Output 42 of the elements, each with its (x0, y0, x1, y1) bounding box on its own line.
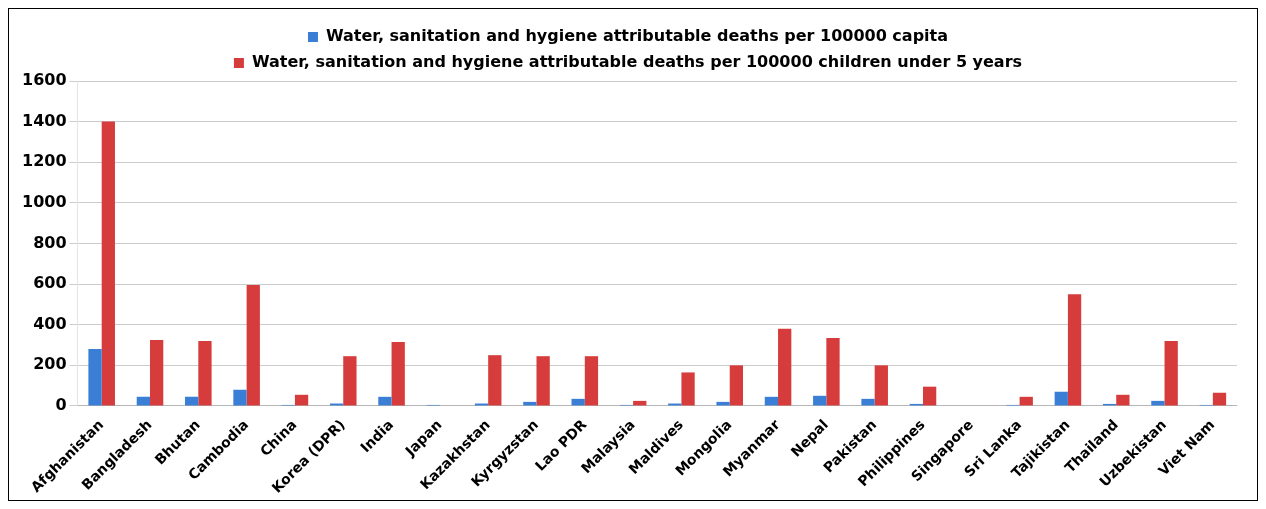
bar (584, 356, 599, 406)
y-tick-label: 800 (33, 232, 67, 252)
bar (1067, 294, 1082, 406)
bar (294, 394, 309, 406)
y-tick-label: 1400 (22, 110, 67, 130)
y-tick-label: 1200 (22, 151, 67, 171)
bar (826, 337, 840, 406)
bar (1151, 400, 1165, 406)
bar (922, 386, 937, 406)
bar (681, 372, 695, 406)
bar (136, 396, 150, 406)
bar (378, 396, 392, 406)
legend-label: Water, sanitation and hygiene attributable deaths per 100000 capita (325, 26, 949, 46)
bar (246, 285, 260, 406)
bar (150, 339, 164, 406)
bar (1212, 392, 1227, 406)
bar (488, 355, 502, 406)
bar (729, 365, 744, 406)
bar (101, 121, 115, 406)
bar (1019, 396, 1033, 406)
bar (1116, 394, 1130, 406)
bar (391, 341, 405, 406)
bar (343, 356, 357, 406)
bar (88, 349, 102, 406)
bar (764, 396, 779, 406)
y-tick-label: 1600 (22, 70, 67, 90)
legend-label: Water, sanitation and hygiene attributable deaths per 100000 children under 5 years (251, 52, 1023, 72)
bar (813, 395, 827, 406)
bar (185, 396, 199, 406)
y-tick-label: 0 (55, 395, 67, 415)
y-tick-label: 200 (33, 354, 67, 374)
bar (874, 365, 888, 406)
y-tick-label: 600 (33, 273, 67, 293)
bar (198, 340, 212, 406)
bar (233, 389, 247, 406)
bar (1164, 340, 1178, 406)
bar (1054, 391, 1068, 406)
bar (536, 356, 550, 406)
bar (861, 398, 875, 406)
bar (778, 328, 792, 406)
y-tick-label: 1000 (22, 192, 67, 212)
y-tick-label: 400 (33, 313, 67, 333)
